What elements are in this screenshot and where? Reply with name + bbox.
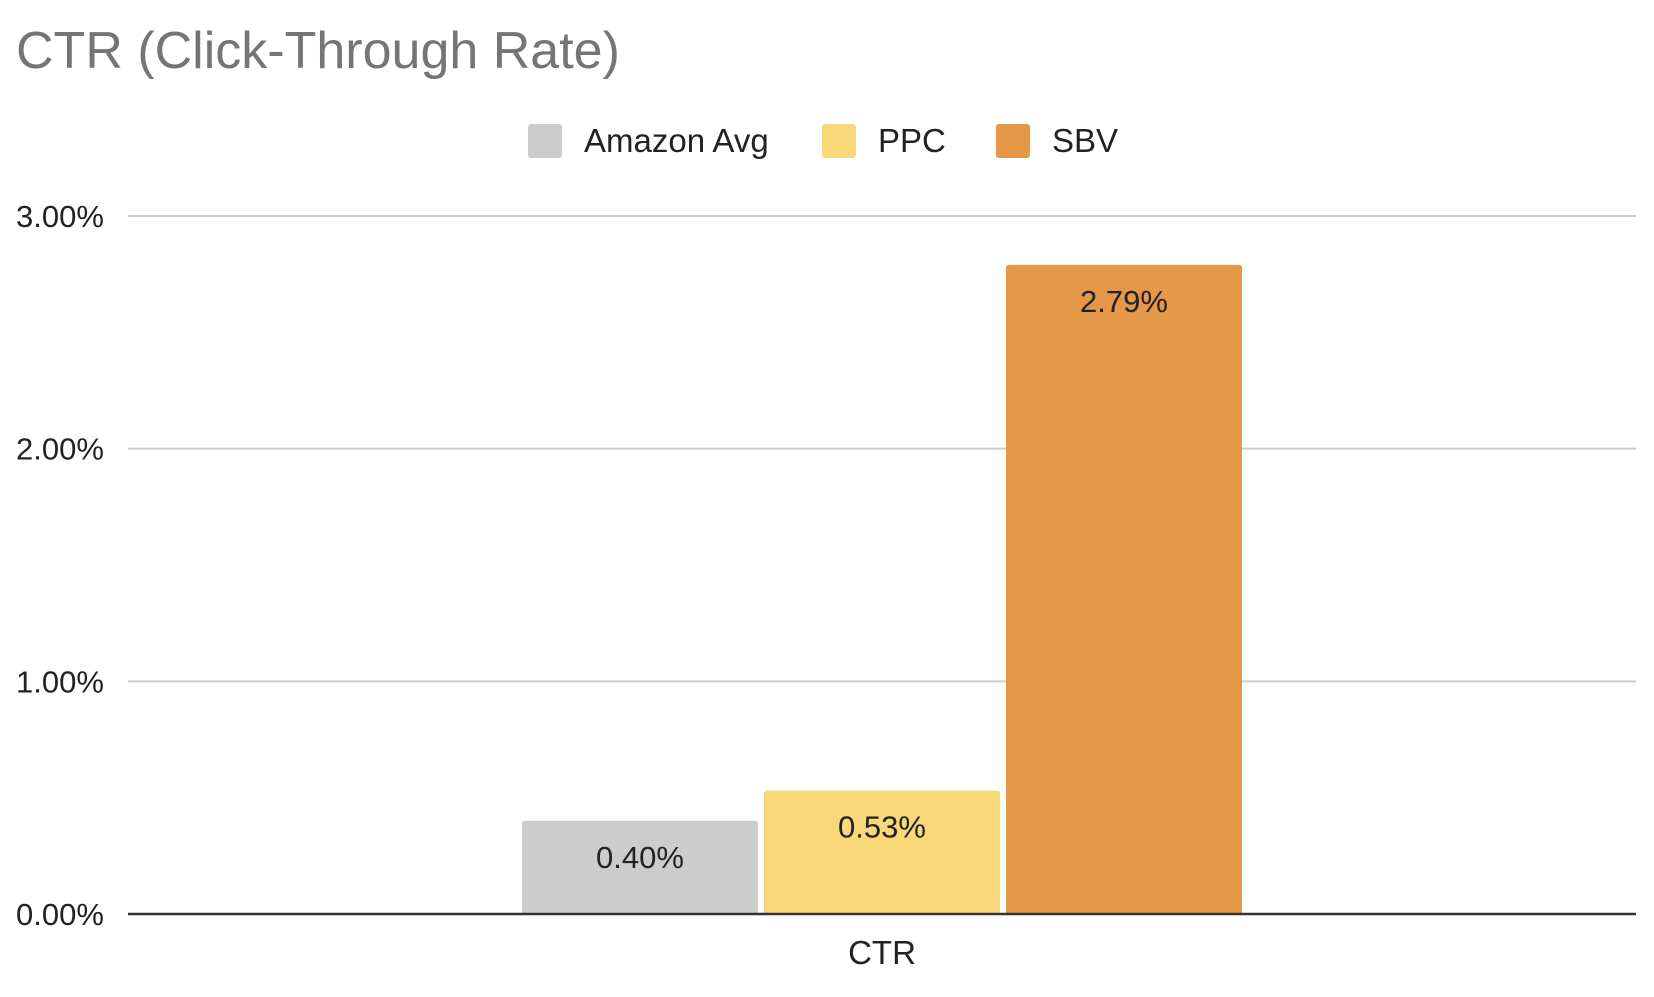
bar-sbv bbox=[1006, 264, 1242, 914]
legend-item-sbv: SBV bbox=[996, 122, 1118, 159]
x-tick-label: CTR bbox=[848, 934, 916, 971]
legend-swatch bbox=[528, 124, 562, 158]
legend-label: PPC bbox=[878, 122, 946, 159]
legend-item-ppc: PPC bbox=[822, 122, 946, 159]
x-axis: CTR bbox=[128, 912, 1636, 971]
y-tick-label: 0.00% bbox=[16, 897, 104, 932]
bar-ppc bbox=[764, 790, 1000, 914]
bar-amazon-avg bbox=[522, 820, 758, 914]
legend: Amazon Avg PPC SBV bbox=[528, 122, 1118, 159]
data-label: 0.40% bbox=[596, 840, 684, 875]
y-tick-label: 2.00% bbox=[16, 432, 104, 467]
chart-title: CTR (Click-Through Rate) bbox=[16, 22, 620, 80]
gridlines bbox=[128, 215, 1636, 683]
bars: 0.40% 0.53% 2.79% bbox=[522, 264, 1242, 914]
legend-swatch bbox=[996, 124, 1030, 158]
y-tick-label: 3.00% bbox=[16, 199, 104, 234]
data-label: 0.53% bbox=[838, 810, 926, 845]
y-axis: 0.00% 1.00% 2.00% 3.00% bbox=[16, 199, 104, 932]
legend-label: Amazon Avg bbox=[584, 122, 769, 159]
legend-item-amazon-avg: Amazon Avg bbox=[528, 122, 769, 159]
data-label: 2.79% bbox=[1080, 284, 1168, 319]
y-tick-label: 1.00% bbox=[16, 664, 104, 699]
legend-label: SBV bbox=[1052, 122, 1118, 159]
legend-swatch bbox=[822, 124, 856, 158]
